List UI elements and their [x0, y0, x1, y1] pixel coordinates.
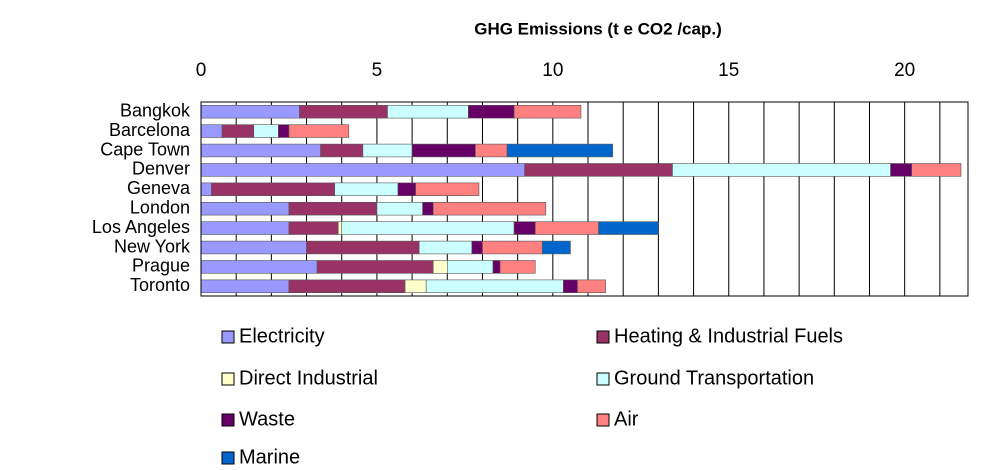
bar-segment	[418, 240, 473, 255]
y-tick-label: Geneva	[127, 178, 191, 198]
bar-segment	[200, 124, 223, 138]
bar-segment	[376, 201, 423, 216]
y-tick-label: New York	[114, 236, 191, 256]
y-tick-label: Denver	[132, 159, 190, 179]
plot-border	[200, 101, 969, 297]
bar-segment	[200, 104, 300, 119]
bar-segment	[475, 143, 508, 158]
y-tick-label: Prague	[132, 256, 190, 276]
bar-segment	[890, 163, 913, 177]
bar-segment	[221, 124, 255, 138]
bar-segment	[446, 260, 494, 274]
bar-segment	[468, 104, 515, 119]
x-tick-label: 0	[196, 60, 207, 81]
bar-segment	[513, 104, 582, 119]
bar-segment	[563, 279, 578, 294]
x-tick-label: 10	[542, 60, 563, 81]
bar-segment	[432, 201, 547, 216]
bar-segment	[397, 182, 416, 197]
bar-segment	[471, 240, 483, 255]
bar-segment	[288, 201, 378, 216]
bar-segment	[299, 104, 388, 119]
bar-segment	[482, 240, 543, 255]
bar-segment	[288, 221, 339, 235]
bar-segment	[534, 221, 599, 235]
legend-label: Air	[614, 408, 639, 430]
chart-title: GHG Emissions (t e CO2 /cap.)	[474, 19, 722, 38]
x-tick-label: 15	[718, 60, 739, 81]
bar-segment	[911, 163, 962, 177]
bar-segment	[200, 221, 290, 235]
bar-segment	[506, 143, 613, 158]
bar-segment	[288, 279, 406, 294]
bar-segment	[425, 279, 564, 294]
legend-label: Waste	[239, 408, 295, 430]
bar-segment	[541, 240, 571, 255]
bar-segment	[320, 143, 364, 158]
bar-segment	[200, 182, 212, 197]
y-tick-label: Cape Town	[100, 139, 190, 159]
x-tick-label: 20	[894, 60, 915, 81]
y-tick-label: London	[130, 197, 190, 217]
legend-label: Direct Industrial	[239, 367, 378, 389]
bar-segment	[492, 260, 501, 274]
legend-label: Marine	[239, 446, 300, 468]
bar-segment	[278, 124, 290, 138]
bar-segment	[362, 143, 413, 158]
bar-segment	[200, 143, 321, 158]
legend-swatch	[221, 413, 235, 427]
legend-swatch	[596, 372, 610, 386]
bar-segment	[411, 143, 476, 158]
bar-segment	[337, 221, 343, 235]
y-tick-label: Bangkok	[120, 100, 191, 120]
bar-segment	[598, 221, 659, 235]
legend-label: Heating & Industrial Fuels	[614, 325, 843, 347]
bar-segment	[211, 182, 335, 197]
y-tick-label: Toronto	[130, 275, 190, 295]
legend-swatch	[596, 330, 610, 344]
legend-swatch	[221, 372, 235, 386]
legend-swatch	[221, 330, 235, 344]
bar-segment	[316, 260, 434, 274]
bar-segment	[577, 279, 606, 294]
bar-segment	[524, 163, 673, 177]
bar-segment	[513, 221, 536, 235]
bar-segment	[422, 201, 434, 216]
bar-segment	[200, 163, 525, 177]
bar-segment	[387, 104, 469, 119]
bar-segment	[415, 182, 480, 197]
y-tick-label: Barcelona	[109, 120, 191, 140]
bar-segment	[499, 260, 536, 274]
bar-segment	[341, 221, 515, 235]
legend-label: Ground Transportation	[614, 367, 814, 389]
bar-segment	[200, 240, 307, 255]
y-tick-label: Los Angeles	[92, 217, 190, 237]
bar-segment	[432, 260, 448, 274]
x-tick-label: 5	[372, 60, 383, 81]
legend-label: Electricity	[239, 325, 325, 347]
bar-segment	[404, 279, 427, 294]
bar-segment	[672, 163, 891, 177]
bar-segment	[306, 240, 420, 255]
bar-segment	[200, 279, 290, 294]
bar-segment	[200, 260, 318, 274]
bar-segment	[334, 182, 399, 197]
bar-segment	[200, 201, 290, 216]
bar-segment	[253, 124, 279, 138]
legend-swatch	[596, 413, 610, 427]
bar-segment	[288, 124, 350, 138]
legend-swatch	[221, 451, 235, 465]
